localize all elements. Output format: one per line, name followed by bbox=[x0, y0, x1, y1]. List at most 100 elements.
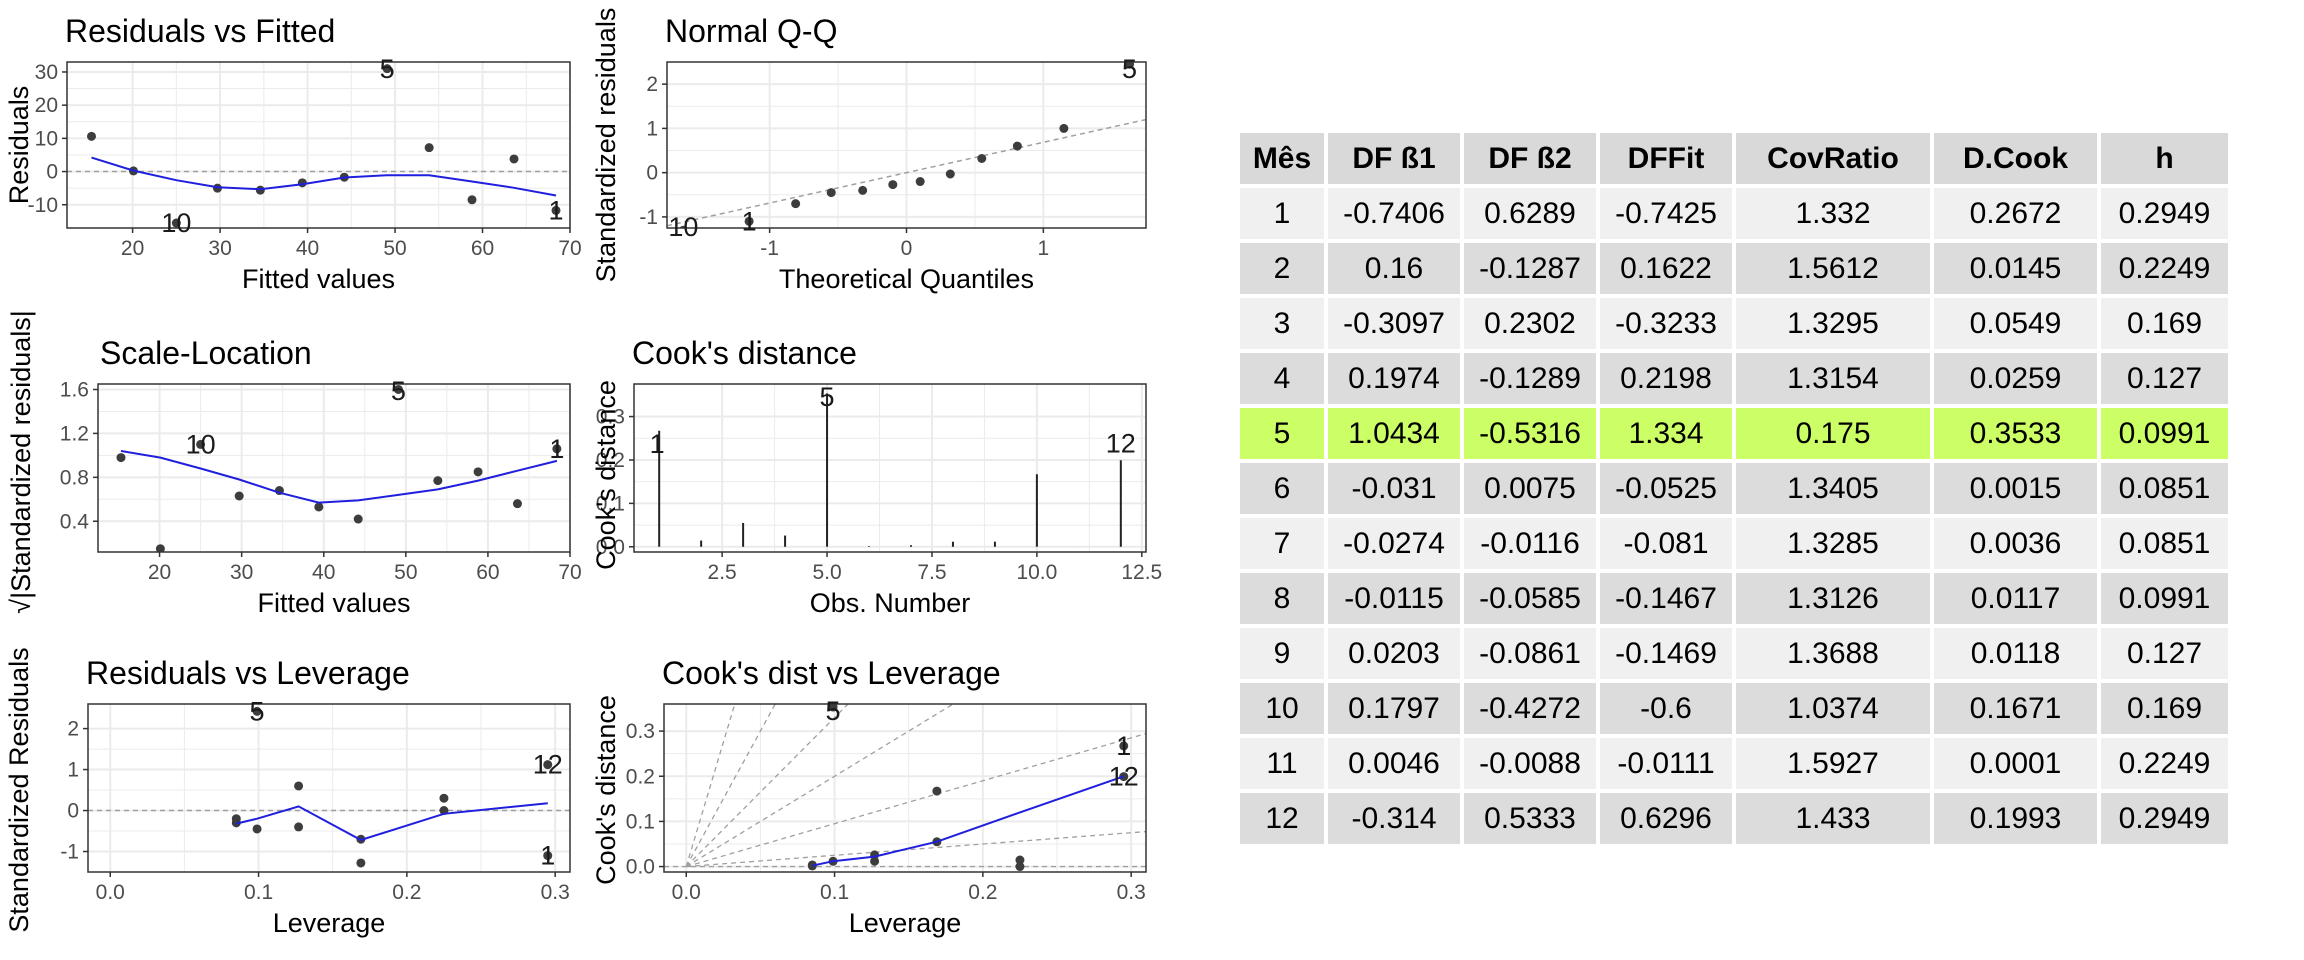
point-label: 5 bbox=[380, 54, 395, 84]
y-axis-label: Residuals bbox=[4, 86, 34, 205]
panel-border bbox=[97, 383, 571, 553]
table-cell: 12 bbox=[1240, 793, 1324, 844]
data-point bbox=[196, 439, 206, 449]
table-cell: 0.16 bbox=[1328, 243, 1460, 294]
data-point bbox=[473, 467, 483, 477]
table-cell: 1.0374 bbox=[1736, 683, 1930, 734]
data-point bbox=[155, 544, 165, 552]
data-point bbox=[1015, 855, 1025, 865]
data-point bbox=[439, 793, 449, 803]
table-row: 3 -0.3097 0.2302 -0.3233 1.3295 0.0549 0.169 bbox=[1240, 298, 2228, 349]
data-point bbox=[424, 143, 434, 153]
table-row: 10 0.1797 -0.4272 -0.6 1.0374 0.1671 0.169 bbox=[1240, 683, 2228, 734]
data-point bbox=[314, 502, 324, 512]
table-cell: -0.1469 bbox=[1600, 628, 1732, 679]
table-cell: 8 bbox=[1240, 573, 1324, 624]
table-cell: 1.3285 bbox=[1736, 518, 1930, 569]
plot-panel bbox=[664, 704, 1146, 872]
data-point bbox=[382, 64, 392, 74]
chart-sl: 5 10 1 20 30 40 50 60 70 0.4 0.8 1.2 1.6 Scale-Locati… bbox=[60, 335, 582, 618]
point-label: 5 bbox=[391, 376, 406, 406]
table-cell: -0.4272 bbox=[1464, 683, 1596, 734]
table-cell: 0.2302 bbox=[1464, 298, 1596, 349]
chart-title: Residuals vs Leverage bbox=[86, 655, 410, 691]
x-tick-label: 0.2 bbox=[968, 881, 997, 904]
x-tick-label: 30 bbox=[208, 237, 231, 260]
x-tick-label: 20 bbox=[148, 561, 171, 584]
y-tick-label: 0.2 bbox=[626, 765, 655, 788]
table-cell: 0.2949 bbox=[2101, 188, 2228, 239]
x-tick-label: 1 bbox=[1038, 237, 1050, 260]
point-label: 1 bbox=[742, 206, 757, 236]
data-point bbox=[870, 856, 880, 866]
x-tick-label: 0 bbox=[901, 237, 913, 260]
data-point bbox=[1119, 741, 1129, 751]
chart-title: Cook's dist vs Leverage bbox=[662, 655, 1001, 691]
data-point bbox=[1012, 141, 1022, 151]
table-cell: -0.081 bbox=[1600, 518, 1732, 569]
data-point bbox=[353, 514, 363, 524]
table-cell: 0.0851 bbox=[2101, 518, 2228, 569]
point-label: 1 bbox=[1116, 731, 1131, 761]
data-point bbox=[234, 491, 244, 501]
data-point bbox=[252, 824, 262, 834]
table-row: 1 -0.7406 0.6289 -0.7425 1.332 0.2672 0.2949 bbox=[1240, 188, 2228, 239]
x-tick-label: 0.1 bbox=[244, 881, 273, 904]
point-label: 5 bbox=[820, 382, 835, 412]
table-cell: 0.5333 bbox=[1464, 793, 1596, 844]
y-tick-label: 0.3 bbox=[596, 406, 625, 429]
x-tick-label: 7.5 bbox=[917, 561, 946, 584]
table-cell: 0.6289 bbox=[1464, 188, 1596, 239]
y-tick-label: 0.1 bbox=[626, 810, 655, 833]
table-cell: -0.0525 bbox=[1600, 463, 1732, 514]
y-tick-label: 1.6 bbox=[60, 378, 89, 401]
x-axis-label: Obs. Number bbox=[810, 588, 971, 618]
panel-border bbox=[87, 703, 571, 873]
x-tick-label: 60 bbox=[471, 237, 494, 260]
table-cell: 0.0036 bbox=[1934, 518, 2097, 569]
plot-area bbox=[658, 393, 1122, 547]
header-cell: CovRatio bbox=[1736, 133, 1930, 184]
x-axis-label: Fitted values bbox=[257, 588, 410, 618]
plot-panel bbox=[98, 384, 570, 552]
x-tick-label: 70 bbox=[558, 561, 581, 584]
data-point bbox=[1125, 62, 1135, 69]
data-point bbox=[826, 188, 836, 198]
x-tick-label: 5.0 bbox=[812, 561, 841, 584]
table-cell: -0.1289 bbox=[1464, 353, 1596, 404]
data-point bbox=[744, 216, 754, 226]
y-tick-label: 0 bbox=[67, 800, 79, 823]
table-cell: 0.0117 bbox=[1934, 573, 2097, 624]
point-label: 1 bbox=[540, 841, 555, 871]
y-tick-label: -10 bbox=[28, 194, 58, 217]
plot-area bbox=[664, 704, 1146, 872]
x-axis-label: Leverage bbox=[273, 908, 386, 938]
x-tick-label: 12.5 bbox=[1121, 561, 1162, 584]
table-cell: -0.7406 bbox=[1328, 188, 1460, 239]
data-point bbox=[932, 786, 942, 796]
y-tick-label: 0.2 bbox=[596, 449, 625, 472]
table-cell: 2 bbox=[1240, 243, 1324, 294]
table-cell: 6 bbox=[1240, 463, 1324, 514]
y-tick-label: 30 bbox=[35, 61, 58, 84]
table-cell: -0.1467 bbox=[1600, 573, 1732, 624]
table-cell: 0.0075 bbox=[1464, 463, 1596, 514]
x-tick-label: 0.3 bbox=[541, 881, 570, 904]
table-cell: 1 bbox=[1240, 188, 1324, 239]
contour-line bbox=[686, 732, 1146, 868]
table-cell: 0.2249 bbox=[2101, 243, 2228, 294]
data-point bbox=[543, 851, 553, 861]
table-row: 7 -0.0274 -0.0116 -0.081 1.3285 0.0036 0.0851 bbox=[1240, 518, 2228, 569]
y-tick-label: 10 bbox=[35, 127, 58, 150]
table-cell: 0.169 bbox=[2101, 298, 2228, 349]
plot-panel bbox=[88, 704, 570, 872]
y-tick-label: 0 bbox=[646, 162, 658, 185]
chart-rvf: 5 10 1 20 30 40 50 60 70 -10 0 10 20 30 Residuals vs F… bbox=[28, 13, 582, 294]
chart-title: Residuals vs Fitted bbox=[65, 13, 335, 49]
y-tick-label: 1 bbox=[646, 117, 658, 140]
table-cell: 0.127 bbox=[2101, 353, 2228, 404]
table-cell: 0.0001 bbox=[1934, 738, 2097, 789]
table-row: 5 1.0434 -0.5316 1.334 0.175 0.3533 0.0991 bbox=[1240, 408, 2228, 459]
table-cell: -0.7425 bbox=[1600, 188, 1732, 239]
